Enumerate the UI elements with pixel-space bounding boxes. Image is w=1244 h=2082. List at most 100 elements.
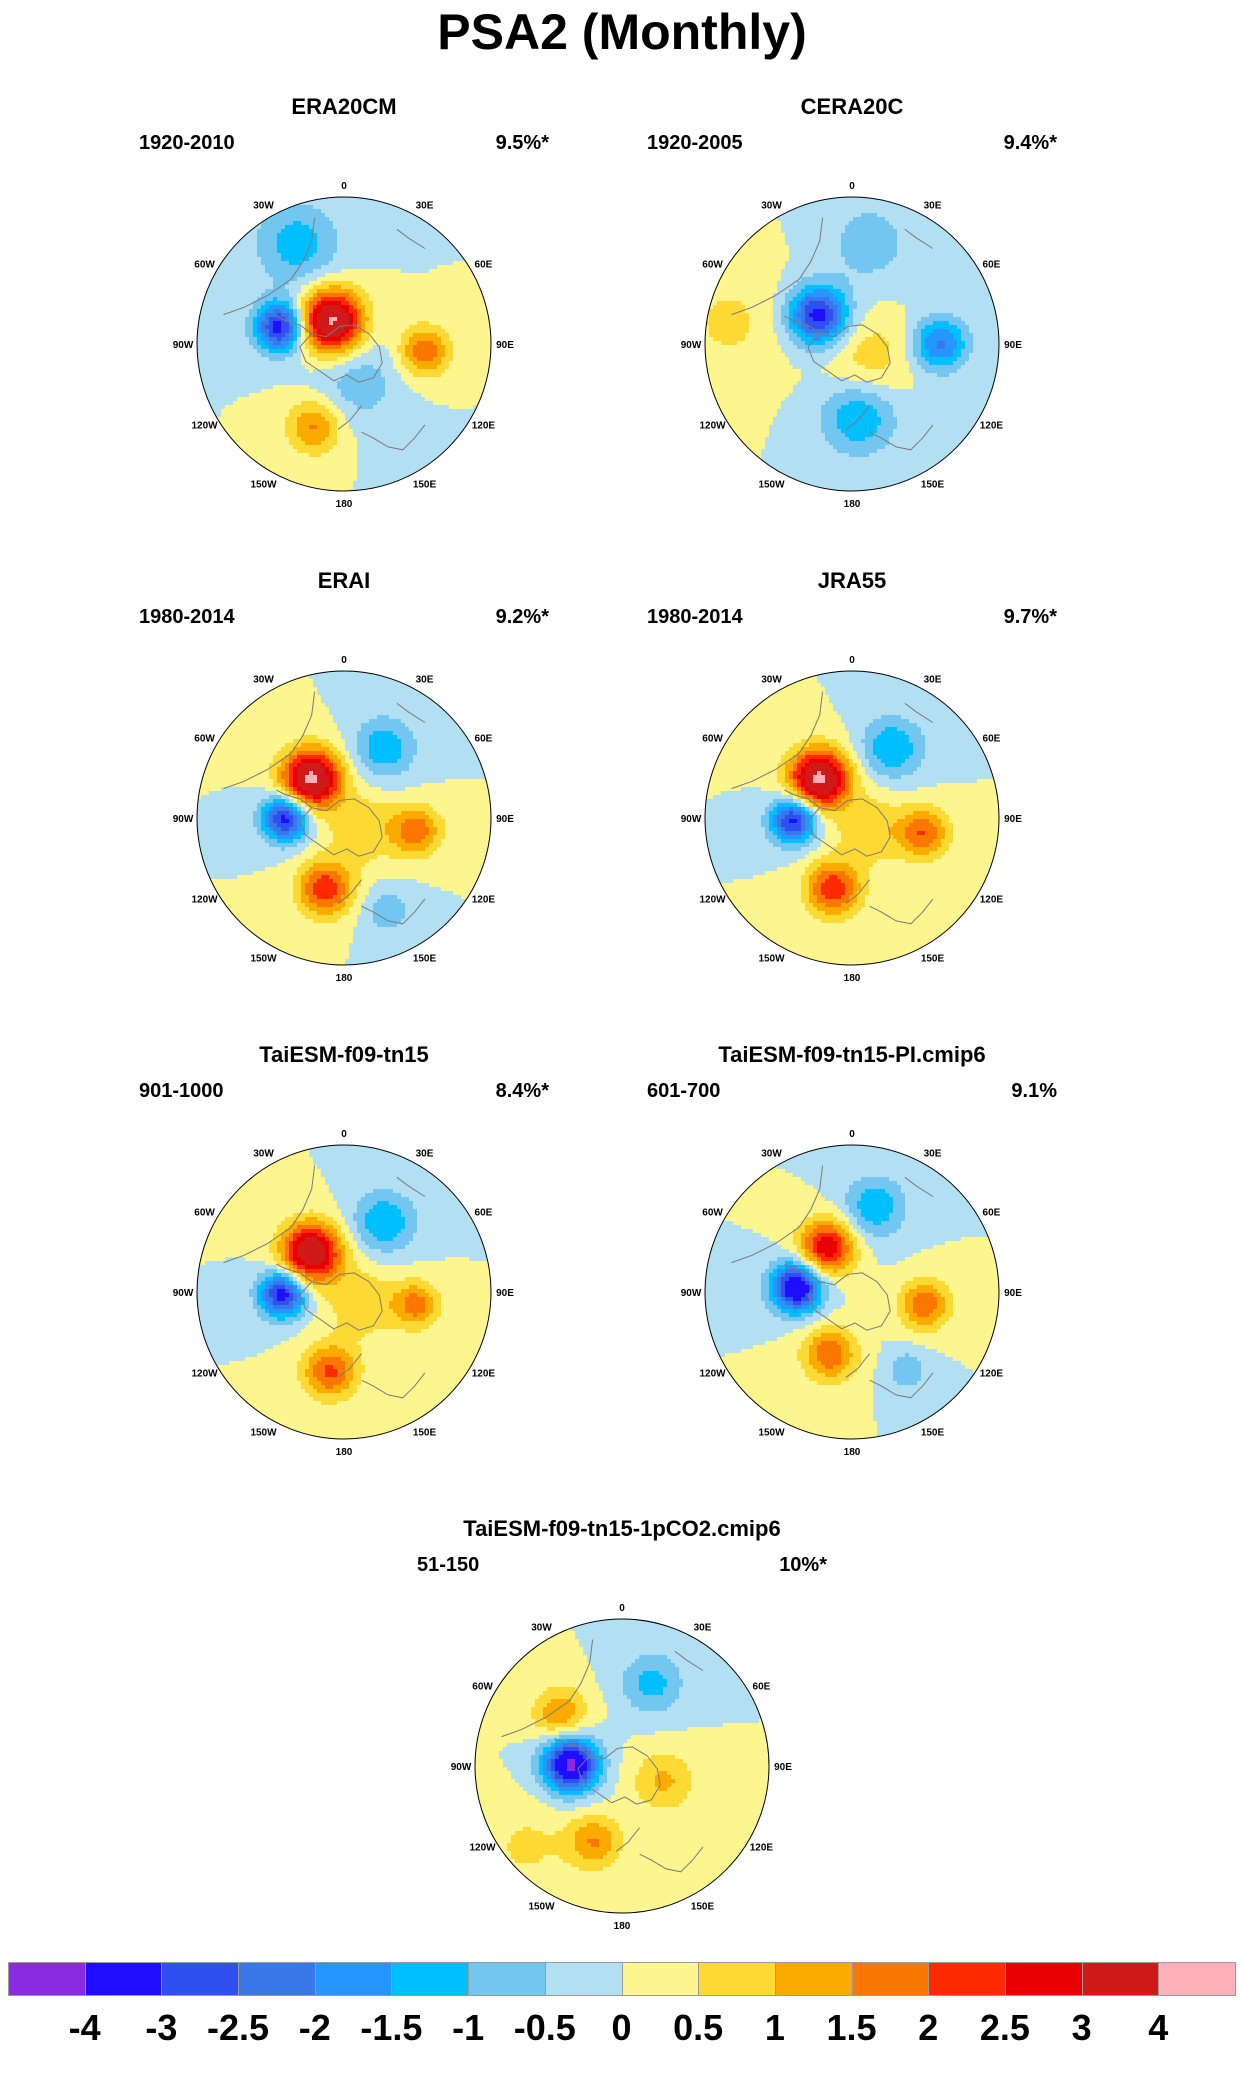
map-border	[704, 196, 1000, 492]
lon-label-180: 180	[614, 1921, 631, 1932]
colorbar-tick-label: -2	[280, 2006, 350, 2050]
lon-label-30E: 30E	[416, 201, 434, 212]
map-border	[704, 1144, 1000, 1440]
colorbar: -4 -3 -2.5 -2 -1.5 -1 -0.5 0 0.5 1 1.5 2 2.5 3 4	[8, 1962, 1236, 2072]
panel-variance: 9.1%	[1011, 1079, 1057, 1103]
lon-label-120E: 120E	[980, 895, 1004, 906]
coastlines	[223, 1165, 426, 1399]
lon-label-30E: 30E	[924, 201, 942, 212]
peninsula-coast	[784, 315, 820, 335]
colorbar-swatch	[1158, 1962, 1236, 1996]
contour-field	[475, 1619, 769, 1913]
lon-label-90E: 90E	[1004, 340, 1022, 351]
colorbar-swatch	[928, 1962, 1006, 1996]
australia-coast	[361, 898, 426, 925]
lon-label-30W: 30W	[761, 675, 782, 686]
colorbar-swatch	[698, 1962, 776, 1996]
south-america-coast	[290, 691, 316, 754]
lon-label-60E: 60E	[983, 1208, 1001, 1219]
south-america-coast	[731, 278, 800, 316]
lon-label-90E: 90E	[1004, 814, 1022, 825]
colorbar-tick-label: -1	[433, 2006, 503, 2050]
lon-label-150E: 150E	[413, 953, 437, 964]
australia-coast	[639, 1846, 704, 1873]
antarctica-coast	[299, 798, 383, 857]
lon-label-0: 0	[341, 1129, 347, 1140]
lon-label-180: 180	[844, 1447, 861, 1458]
lon-label-30E: 30E	[924, 675, 942, 686]
map-border	[196, 670, 492, 966]
africa-coast	[904, 702, 934, 723]
colorbar-tick-label: 2.5	[970, 2006, 1040, 2050]
polar-map: 0 180 30W 30E 60W 60E 90W 90E 120W 120E 150W 150E	[173, 181, 515, 510]
colorbar-swatch	[1081, 1962, 1160, 1996]
lon-label-120W: 120W	[700, 895, 727, 906]
new-zealand-coast	[845, 1353, 870, 1378]
antarctica-coast	[577, 1746, 661, 1805]
colorbar-swatch	[851, 1962, 930, 1996]
africa-coast	[396, 1176, 426, 1197]
lon-label-0: 0	[849, 655, 855, 666]
map-panel-era20cm: ERA20CM 1920-2010 9.5%* 0 180 30W 30E 60W 60E…	[134, 94, 554, 554]
colorbar-tick-label: 4	[1123, 2006, 1193, 2050]
panel-period: 1980-2014	[139, 605, 235, 629]
antarctica-coast	[299, 1272, 383, 1331]
lon-label-0: 0	[341, 181, 347, 192]
lon-label-0: 0	[849, 1129, 855, 1140]
colorbar-swatch	[774, 1962, 853, 1996]
colorbar-tick-label: -4	[50, 2006, 120, 2050]
antarctica-coast	[807, 324, 891, 383]
lon-label-60W: 60W	[702, 1208, 723, 1219]
lon-label-0: 0	[341, 655, 347, 666]
new-zealand-coast	[615, 1827, 640, 1852]
south-america-coast	[290, 1165, 316, 1228]
lon-label-180: 180	[336, 499, 353, 510]
panel-variance: 9.4%*	[1004, 131, 1057, 155]
lon-label-30W: 30W	[761, 1149, 782, 1160]
lon-label-30W: 30W	[531, 1623, 552, 1634]
south-america-coast	[731, 752, 800, 790]
panel-period: 51-150	[417, 1553, 479, 1577]
colorbar-swatch	[544, 1962, 623, 1996]
lon-label-120E: 120E	[980, 1369, 1004, 1380]
lon-label-60W: 60W	[194, 734, 215, 745]
map-border	[196, 196, 492, 492]
lon-label-90W: 90W	[681, 814, 702, 825]
south-america-coast	[501, 1700, 570, 1738]
panel-title: TaiESM-f09-tn15-1pCO2.cmip6	[412, 1516, 832, 1542]
lon-label-30E: 30E	[416, 675, 434, 686]
south-america-coast	[223, 752, 292, 790]
lon-label-120E: 120E	[472, 421, 496, 432]
lon-label-120W: 120W	[192, 1369, 219, 1380]
peninsula-coast	[554, 1737, 590, 1757]
map-border	[196, 1144, 492, 1440]
south-america-coast	[798, 691, 824, 754]
australia-coast	[361, 1372, 426, 1399]
lon-label-30W: 30W	[253, 201, 274, 212]
lon-label-120W: 120W	[192, 895, 219, 906]
peninsula-coast	[276, 1263, 312, 1283]
lon-label-60W: 60W	[702, 734, 723, 745]
antarctica-coast	[807, 1272, 891, 1331]
lon-label-60E: 60E	[983, 260, 1001, 271]
peninsula-coast	[276, 315, 312, 335]
lon-label-90W: 90W	[173, 814, 194, 825]
lon-label-180: 180	[844, 499, 861, 510]
lon-label-90W: 90W	[451, 1762, 472, 1773]
new-zealand-coast	[845, 879, 870, 904]
australia-coast	[361, 424, 426, 451]
map-panel-taiesm-1pco2: TaiESM-f09-tn15-1pCO2.cmip6 51-150 10%* …	[412, 1516, 832, 1976]
contour-field	[705, 671, 999, 965]
lon-label-90W: 90W	[681, 1288, 702, 1299]
colorbar-tick-label: -1.5	[356, 2006, 426, 2050]
lon-label-30E: 30E	[416, 1149, 434, 1160]
map-border	[704, 670, 1000, 966]
colorbar-swatch	[621, 1962, 700, 1996]
south-america-coast	[568, 1639, 594, 1702]
colorbar-swatch	[84, 1962, 163, 1996]
contour-field	[705, 1145, 999, 1439]
africa-coast	[904, 228, 934, 249]
lon-label-150E: 150E	[921, 1427, 945, 1438]
contour-field	[197, 197, 491, 491]
lon-label-120W: 120W	[700, 1369, 727, 1380]
